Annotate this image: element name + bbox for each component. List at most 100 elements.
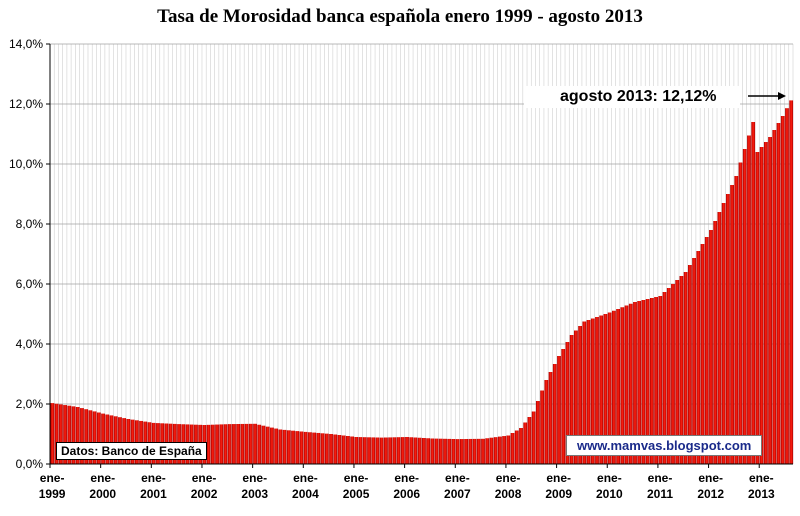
y-tick-label: 6,0% [16,277,44,291]
bar [75,407,80,464]
bar [63,405,67,464]
bar [270,427,274,464]
x-tick-label: ene- [394,471,419,485]
bar [443,438,447,464]
x-axis-ticks: ene- 1999 ene- 2000 ene- 2001 ene- 2002 ene- 2003… [39,464,775,501]
bar [675,280,680,464]
bar [535,401,540,464]
bar [763,142,768,464]
bar [649,298,654,464]
y-tick-label: 14,0% [9,37,43,51]
source-label: Datos: Banco de España [56,442,207,460]
chart-title: Tasa de Morosidad banca española enero 1… [157,6,643,27]
bar [405,437,409,464]
x-tick-label: 2000 [89,487,116,501]
bar [320,433,325,464]
bar [295,431,300,464]
x-tick-label: ene- [293,471,318,485]
bar [312,432,317,464]
bar [417,437,422,464]
bar [607,312,612,464]
bar [92,411,97,464]
bar [599,315,604,464]
bar [641,300,646,464]
bar [105,414,110,464]
x-tick-label: 2005 [343,487,370,501]
bar [561,349,566,464]
bar [780,116,785,464]
bar [58,404,63,464]
bar [109,415,114,464]
bar [687,265,692,464]
bar [341,435,346,464]
bar [485,438,490,464]
bar [232,424,236,464]
bar [679,276,684,464]
bar [248,423,253,464]
bar [346,436,350,464]
x-tick-label: ene- [344,471,369,485]
bar [468,438,473,464]
y-tick-label: 10,0% [9,157,43,171]
bar [671,284,675,464]
bar [438,438,443,464]
bar [611,310,616,464]
bar [400,437,405,464]
bar [628,303,633,464]
bar [717,212,722,464]
bar [257,424,262,464]
x-tick-label: ene- [546,471,571,485]
bar [299,431,304,464]
x-tick-label: ene- [192,471,217,485]
bar [455,439,460,464]
bar [624,305,629,464]
x-tick-label: 2007 [444,487,471,501]
website-label: www.mamvas.blogspot.com [566,435,763,456]
bar [481,438,485,464]
annotation-background [524,86,740,108]
bar [223,424,228,464]
bar [738,162,743,464]
bar [329,434,333,464]
x-tick-label: ene- [141,471,166,485]
bar [557,356,561,464]
bar [616,309,620,464]
bar [206,424,211,464]
bar [244,423,249,464]
x-tick-label: ene- [496,471,521,485]
x-tick-label: 1999 [39,487,66,501]
bar [122,418,127,464]
x-tick-label: ene- [242,471,267,485]
bar [785,108,789,464]
x-tick-label: ene- [40,471,65,485]
bar [71,406,76,464]
bar [742,149,747,464]
x-tick-label: 2011 [647,487,673,501]
bar [379,437,384,464]
bar [506,435,511,464]
bar [426,438,431,464]
bar [375,437,380,464]
bar [278,429,283,464]
bar [286,430,291,464]
bar [472,438,477,464]
bar [692,258,696,464]
bar [434,438,439,464]
bar [645,299,650,464]
bar [578,326,583,464]
bar [683,272,688,464]
bar [291,430,295,464]
bar [654,297,658,464]
bar [413,437,418,464]
bar [96,412,101,464]
bar [54,403,59,464]
bar [80,408,84,464]
bar [573,330,578,464]
bar [210,424,215,464]
y-tick-label: 8,0% [16,217,44,231]
bar [582,321,587,464]
bar [67,405,72,464]
bar [84,409,89,464]
bar [493,437,498,464]
bar [789,100,794,465]
